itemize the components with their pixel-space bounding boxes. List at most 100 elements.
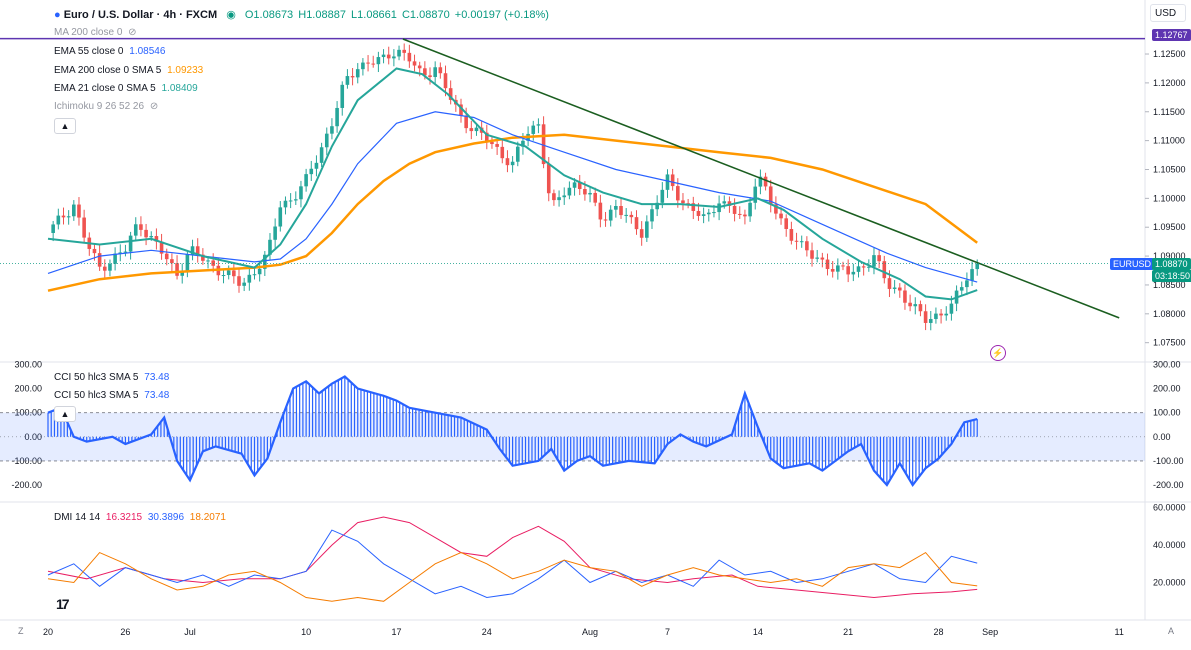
candle-body — [175, 263, 179, 276]
time-tick-label: 26 — [120, 627, 130, 637]
ohlc-close: C1.08870 — [401, 9, 450, 21]
candle-body — [753, 186, 758, 203]
candle-body — [102, 266, 107, 271]
candle-body — [273, 226, 277, 240]
timezone-button[interactable]: Z — [18, 626, 24, 636]
candle-body — [464, 115, 468, 129]
time-tick-label: 14 — [753, 627, 763, 637]
candle-body — [490, 142, 494, 145]
collapse-cci-legend-button[interactable]: ▲ — [54, 406, 76, 422]
trend-line — [402, 38, 1120, 319]
candle-body — [572, 182, 577, 188]
candle-body — [293, 199, 298, 201]
candle-body — [934, 313, 938, 320]
candle-body — [908, 302, 912, 307]
currency-label: USD — [1155, 8, 1177, 19]
candle-body — [959, 287, 964, 291]
candle-body — [392, 56, 396, 59]
countdown-text: 03:18:50 — [1155, 271, 1191, 281]
candle-body — [448, 88, 453, 100]
legend-cci-1[interactable]: CCI 50 hlc3 SMA 5 73.48 — [54, 372, 172, 384]
candle-body — [340, 84, 345, 108]
price-tick-label: 1.09500 — [1153, 222, 1186, 232]
candle-body — [386, 54, 391, 59]
legend-cci-2[interactable]: CCI 50 hlc3 SMA 5 73.48 — [54, 390, 172, 402]
candle-body — [810, 250, 814, 259]
candle-body — [727, 201, 732, 206]
candle-body — [113, 253, 117, 264]
legend-dmi-minus: 30.3896 — [147, 512, 185, 523]
candle-body — [257, 268, 262, 275]
eye-off-icon[interactable]: ⊘ — [128, 27, 137, 38]
candle-body — [72, 204, 76, 217]
candle-body — [624, 214, 628, 216]
currency-selector[interactable]: USD — [1150, 4, 1186, 22]
candle-body — [185, 254, 190, 271]
candle-body — [128, 235, 133, 252]
auto-scale-button[interactable]: A — [1168, 626, 1175, 636]
candle-body — [629, 214, 634, 218]
collapse-legend-button[interactable]: ▲ — [54, 118, 76, 134]
legend-ema200-value: 1.09233 — [167, 65, 204, 76]
candle-body — [376, 57, 381, 65]
candle-body — [681, 200, 685, 204]
candle-body — [794, 240, 799, 242]
candle-body — [732, 205, 737, 214]
price-tick-label: 1.10500 — [1153, 164, 1186, 174]
cci-tick-label: 100.00 — [1153, 408, 1181, 418]
last-price-text: 1.08870 — [1155, 259, 1188, 269]
legend-dmi-label: DMI 14 14 — [54, 512, 101, 523]
candle-body — [665, 174, 670, 190]
candle-body — [288, 200, 293, 202]
time-tick-label: 28 — [933, 627, 943, 637]
candle-body — [763, 176, 768, 187]
candle-body — [872, 255, 876, 267]
candle-body — [712, 212, 716, 214]
legend-ema55[interactable]: EMA 55 close 0 1.08546 — [54, 46, 168, 58]
candle-body — [371, 63, 376, 65]
cci-tick-label-left: 100.00 — [14, 408, 42, 418]
candle-body — [841, 265, 845, 267]
chevron-up-icon: ▲ — [60, 121, 70, 131]
candle-body — [381, 54, 386, 58]
candle-body — [557, 197, 561, 201]
cci-tick-label: -100.00 — [1153, 456, 1184, 466]
candle-body — [350, 76, 355, 78]
legend-ema21[interactable]: EMA 21 close 0 SMA 5 1.08409 — [54, 83, 201, 95]
candle-body — [634, 217, 639, 230]
legend-dmi-adx: 18.2071 — [189, 512, 226, 523]
candle-body — [583, 189, 587, 195]
eye-off-icon[interactable]: ⊘ — [149, 101, 159, 112]
candle-body — [324, 133, 329, 148]
legend-ma200[interactable]: MA 200 close 0 ⊘ — [54, 27, 140, 39]
candle-body — [433, 67, 437, 78]
candle-body — [361, 62, 365, 70]
alert-lightning-icon[interactable]: ⚡ — [990, 345, 1006, 361]
legend-ema200[interactable]: EMA 200 close 0 SMA 5 1.09233 — [54, 65, 206, 77]
legend-ma200-label: MA 200 close 0 — [54, 27, 123, 38]
tradingview-logo: 17 — [56, 596, 70, 612]
candle-body — [758, 176, 763, 187]
candle-body — [170, 259, 174, 264]
candle-body — [722, 201, 727, 204]
candle-body — [743, 214, 747, 217]
candle-body — [521, 140, 525, 147]
legend-dmi[interactable]: DMI 14 14 16.3215 30.3896 18.2071 — [54, 512, 229, 524]
candle-body — [366, 62, 370, 64]
candle-body — [815, 257, 819, 259]
candle-body — [861, 266, 866, 268]
symbol-title[interactable]: Euro / U.S. Dollar · 4h · FXCM — [63, 9, 218, 21]
candle-body — [247, 274, 252, 283]
candle-body — [283, 200, 288, 208]
time-tick-label: 11 — [1115, 627, 1124, 637]
chevron-up-icon: ▲ — [60, 409, 70, 419]
time-tick-label: Aug — [582, 627, 598, 637]
candle-body — [918, 304, 923, 312]
candle-body — [66, 216, 71, 218]
ema21-line — [47, 67, 978, 301]
legend-ichimoku[interactable]: Ichimoku 9 26 52 26 ⊘ — [54, 101, 161, 113]
candle-body — [768, 186, 773, 205]
candle-body — [645, 221, 649, 238]
candle-body — [903, 290, 907, 303]
